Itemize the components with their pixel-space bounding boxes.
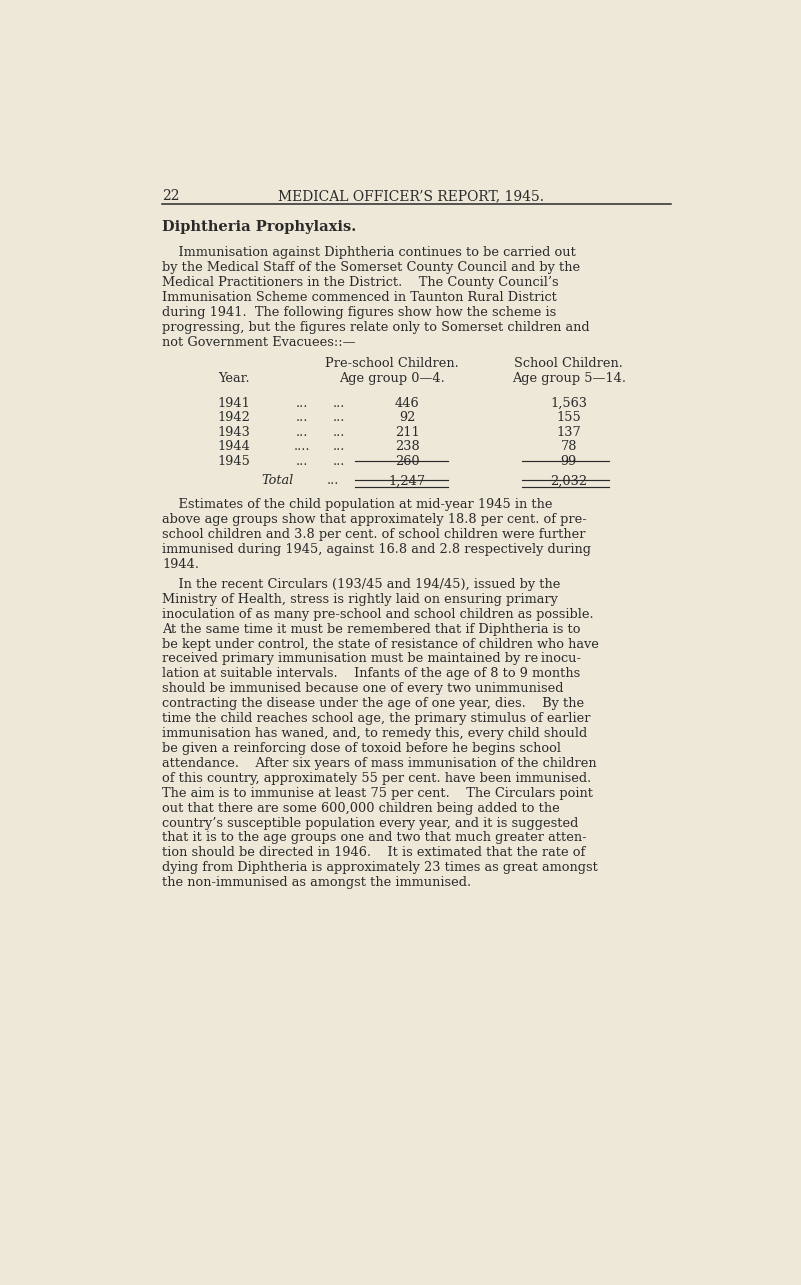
Text: 22: 22 [162,189,179,203]
Text: 137: 137 [557,425,582,439]
Text: time the child reaches school age, the primary stimulus of earlier: time the child reaches school age, the p… [162,712,590,725]
Text: school children and 3.8 per cent. of school children were further: school children and 3.8 per cent. of sch… [162,528,586,541]
Text: be given a reinforcing dose of toxoid before he begins school: be given a reinforcing dose of toxoid be… [162,741,562,756]
Text: lation at suitable intervals.    Infants of the age of 8 to 9 months: lation at suitable intervals. Infants of… [162,667,581,680]
Text: 1,247: 1,247 [388,474,426,487]
Text: Diphtheria Prophylaxis.: Diphtheria Prophylaxis. [162,221,356,234]
Text: School Children.: School Children. [514,357,623,370]
Text: 92: 92 [399,411,416,424]
Text: Total: Total [261,474,293,487]
Text: not Government Evacuees::—: not Government Evacuees::— [162,335,356,348]
Text: In the recent Circulars (193/45 and 194/45), issued by the: In the recent Circulars (193/45 and 194/… [162,578,561,591]
Text: dying from Diphtheria is approximately 23 times as great amongst: dying from Diphtheria is approximately 2… [162,861,598,874]
Text: during 1941.  The following figures show how the scheme is: during 1941. The following figures show … [162,306,557,319]
Text: 78: 78 [561,441,577,454]
Text: Ministry of Health, stress is rightly laid on ensuring primary: Ministry of Health, stress is rightly la… [162,592,558,605]
Text: of this country, approximately 55 per cent. have been immunised.: of this country, approximately 55 per ce… [162,772,591,785]
Text: ...: ... [333,397,345,410]
Text: 1941: 1941 [217,397,250,410]
Text: above age groups show that approximately 18.8 per cent. of pre-: above age groups show that approximately… [162,513,587,526]
Text: immunisation has waned, and, to remedy this, every child should: immunisation has waned, and, to remedy t… [162,727,587,740]
Text: Immunisation against Diphtheria continues to be carried out: Immunisation against Diphtheria continue… [162,247,576,260]
Text: attendance.    After six years of mass immunisation of the children: attendance. After six years of mass immu… [162,757,597,770]
Text: 260: 260 [395,455,420,468]
Text: At the same time it must be remembered that if Diphtheria is to: At the same time it must be remembered t… [162,623,581,636]
Text: 1944: 1944 [217,441,250,454]
Text: received primary immunisation must be maintained by re inocu-: received primary immunisation must be ma… [162,653,582,666]
Text: ...: ... [333,455,345,468]
Text: 155: 155 [557,411,582,424]
Text: immunised during 1945, against 16.8 and 2.8 respectively during: immunised during 1945, against 16.8 and … [162,542,591,556]
Text: Age group 0—4.: Age group 0—4. [339,373,445,386]
Text: ...: ... [333,441,345,454]
Text: by the Medical Staff of the Somerset County Council and by the: by the Medical Staff of the Somerset Cou… [162,261,581,274]
Text: Immunisation Scheme commenced in Taunton Rural District: Immunisation Scheme commenced in Taunton… [162,290,557,305]
Text: that it is to the age groups one and two that much greater atten-: that it is to the age groups one and two… [162,831,587,844]
Text: 2,032: 2,032 [550,474,587,487]
Text: ...: ... [333,411,345,424]
Text: Age group 5—14.: Age group 5—14. [512,373,626,386]
Text: 1,563: 1,563 [550,397,587,410]
Text: should be immunised because one of every two unimmunised: should be immunised because one of every… [162,682,564,695]
Text: 1942: 1942 [217,411,250,424]
Text: be kept under control, the state of resistance of children who have: be kept under control, the state of resi… [162,637,599,650]
Text: 1944.: 1944. [162,558,199,571]
Text: 211: 211 [395,425,420,439]
Text: 1945: 1945 [217,455,250,468]
Text: Pre-school Children.: Pre-school Children. [325,357,459,370]
Text: out that there are some 600,000 children being added to the: out that there are some 600,000 children… [162,802,560,815]
Text: the non-immunised as amongst the immunised.: the non-immunised as amongst the immunis… [162,876,471,889]
Text: ...: ... [296,455,308,468]
Text: MEDICAL OFFICER’S REPORT, 1945.: MEDICAL OFFICER’S REPORT, 1945. [277,189,544,203]
Text: contracting the disease under the age of one year, dies.    By the: contracting the disease under the age of… [162,698,584,711]
Text: progressing, but the figures relate only to Somerset children and: progressing, but the figures relate only… [162,321,590,334]
Text: ...: ... [333,425,345,439]
Text: ...: ... [327,474,339,487]
Text: The aim is to immunise at least 75 per cent.    The Circulars point: The aim is to immunise at least 75 per c… [162,786,594,799]
Text: ...: ... [296,397,308,410]
Text: 1943: 1943 [217,425,250,439]
Text: tion should be directed in 1946.    It is extimated that the rate of: tion should be directed in 1946. It is e… [162,847,586,860]
Text: ....: .... [294,441,310,454]
Text: country’s susceptible population every year, and it is suggested: country’s susceptible population every y… [162,816,578,830]
Text: Medical Practitioners in the District.    The County Council’s: Medical Practitioners in the District. T… [162,276,559,289]
Text: ...: ... [296,411,308,424]
Text: Year.: Year. [218,373,249,386]
Text: Estimates of the child population at mid-year 1945 in the: Estimates of the child population at mid… [162,499,553,511]
Text: 99: 99 [561,455,577,468]
Text: 446: 446 [395,397,420,410]
Text: inoculation of as many pre-school and school children as possible.: inoculation of as many pre-school and sc… [162,608,594,621]
Text: ...: ... [296,425,308,439]
Text: 238: 238 [395,441,420,454]
